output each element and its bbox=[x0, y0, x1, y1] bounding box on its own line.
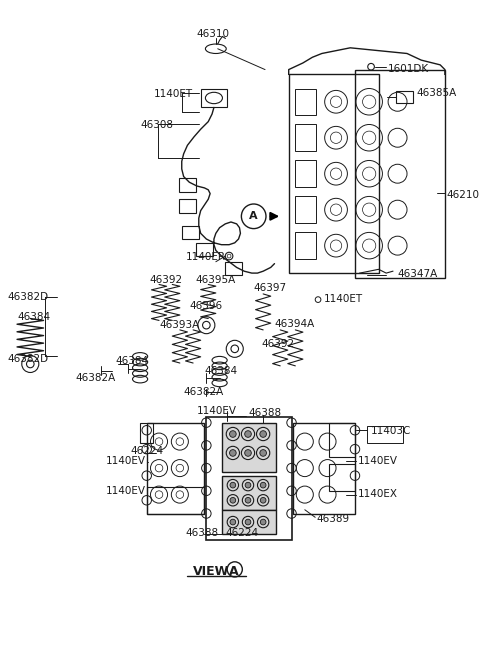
Circle shape bbox=[260, 482, 266, 488]
Text: 1140EV: 1140EV bbox=[106, 486, 146, 496]
Bar bbox=[288, 74, 379, 273]
Bar bbox=[182, 226, 199, 239]
Text: 46393A: 46393A bbox=[159, 320, 199, 331]
Bar bbox=[367, 426, 403, 443]
Bar bbox=[295, 161, 316, 187]
Text: 1140EV: 1140EV bbox=[106, 456, 146, 466]
Text: VIEW: VIEW bbox=[193, 565, 229, 578]
Text: 46388: 46388 bbox=[248, 407, 281, 417]
Circle shape bbox=[245, 519, 251, 525]
Circle shape bbox=[229, 449, 236, 457]
Bar bbox=[221, 422, 276, 472]
Text: 1140ET: 1140ET bbox=[153, 89, 192, 100]
Text: 1140ER: 1140ER bbox=[186, 253, 226, 262]
Circle shape bbox=[260, 431, 266, 438]
Bar bbox=[295, 89, 316, 115]
Text: 46210: 46210 bbox=[447, 190, 480, 200]
Bar bbox=[355, 70, 445, 278]
Bar bbox=[179, 178, 196, 192]
Text: 1140ET: 1140ET bbox=[324, 294, 363, 304]
Text: 46384: 46384 bbox=[17, 312, 50, 322]
Text: A: A bbox=[250, 211, 258, 221]
Circle shape bbox=[260, 519, 266, 525]
Bar bbox=[201, 89, 227, 108]
Text: 1140EX: 1140EX bbox=[358, 489, 398, 499]
Text: 46224: 46224 bbox=[225, 527, 258, 538]
Bar bbox=[295, 196, 316, 223]
Bar bbox=[396, 91, 413, 103]
Text: 46396: 46396 bbox=[189, 302, 222, 312]
Text: 46382D: 46382D bbox=[8, 354, 48, 363]
Circle shape bbox=[230, 519, 236, 525]
Text: 46397: 46397 bbox=[254, 283, 287, 293]
Text: 46384: 46384 bbox=[116, 356, 149, 367]
Text: 46308: 46308 bbox=[140, 120, 173, 130]
Text: 1140EV: 1140EV bbox=[358, 456, 398, 466]
Circle shape bbox=[245, 449, 252, 457]
Text: 46388: 46388 bbox=[186, 527, 219, 538]
Bar bbox=[221, 476, 276, 510]
Bar bbox=[295, 232, 316, 259]
Bar bbox=[329, 422, 355, 457]
Text: 11403C: 11403C bbox=[371, 426, 411, 436]
Text: 46382A: 46382A bbox=[76, 373, 116, 384]
Bar bbox=[147, 422, 204, 514]
Bar bbox=[179, 199, 196, 213]
Bar bbox=[140, 422, 153, 443]
Circle shape bbox=[260, 449, 266, 457]
Text: 1140EV: 1140EV bbox=[197, 405, 237, 416]
Text: 1601DK: 1601DK bbox=[388, 64, 429, 74]
Text: 46382D: 46382D bbox=[8, 292, 48, 302]
Bar bbox=[196, 243, 213, 256]
Bar bbox=[295, 125, 316, 151]
Circle shape bbox=[245, 497, 251, 503]
Text: 46382A: 46382A bbox=[184, 386, 224, 397]
Text: 46392: 46392 bbox=[261, 339, 294, 350]
Text: 46347A: 46347A bbox=[397, 270, 438, 279]
Circle shape bbox=[245, 431, 252, 438]
Text: 46384: 46384 bbox=[204, 366, 238, 376]
Circle shape bbox=[230, 482, 236, 488]
Text: 46385A: 46385A bbox=[417, 89, 457, 98]
Text: 46395A: 46395A bbox=[195, 275, 235, 285]
Bar bbox=[225, 262, 242, 275]
Bar bbox=[221, 510, 276, 535]
Bar bbox=[293, 422, 355, 514]
Text: 46394A: 46394A bbox=[275, 319, 315, 329]
Circle shape bbox=[245, 482, 251, 488]
Bar bbox=[329, 464, 355, 491]
Text: A: A bbox=[229, 565, 239, 578]
Text: 46224: 46224 bbox=[131, 446, 164, 457]
Text: 46392: 46392 bbox=[150, 275, 183, 285]
Circle shape bbox=[260, 497, 266, 503]
Bar bbox=[206, 417, 291, 540]
Text: 46310: 46310 bbox=[197, 29, 230, 39]
Text: 46389: 46389 bbox=[316, 514, 349, 523]
Circle shape bbox=[229, 431, 236, 438]
Bar bbox=[147, 487, 204, 514]
Circle shape bbox=[230, 497, 236, 503]
